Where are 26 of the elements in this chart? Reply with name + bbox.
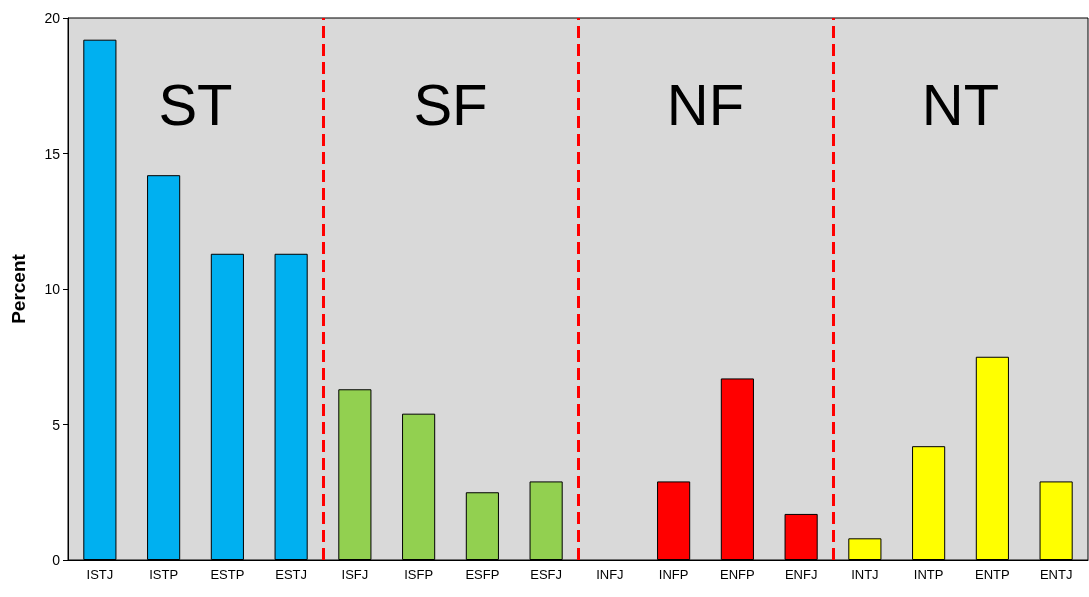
x-tick-label: ISFP — [404, 567, 434, 582]
x-tick-label: ESFP — [465, 567, 500, 582]
x-tick-label: ENTP — [975, 567, 1010, 582]
annotation: NT — [921, 71, 1000, 137]
x-tick-label: ESFJ — [530, 567, 563, 582]
x-tick-label: ESTP — [210, 567, 245, 582]
y-axis-title: Percent — [8, 253, 29, 324]
x-tick-label: INTJ — [851, 567, 879, 582]
annotation: ST — [158, 71, 233, 137]
x-tick-label: ENTJ — [1039, 567, 1073, 582]
y-tick-label: 0 — [52, 552, 61, 568]
x-tick-label: ENFJ — [784, 567, 818, 582]
x-tick-label: ENFP — [720, 567, 755, 582]
x-tick-label: ISTJ — [86, 567, 114, 582]
x-tick-label: ISTP — [149, 567, 179, 582]
x-tick-label: INFP — [658, 567, 689, 582]
annotation: SF — [413, 71, 488, 137]
x-tick-label: INTP — [913, 567, 944, 582]
y-tick-label: 5 — [52, 416, 61, 433]
x-tick-label: ESTJ — [275, 567, 308, 582]
x-tick-label: ISFJ — [341, 567, 369, 582]
y-tick-label: 10 — [44, 281, 61, 297]
x-tick-label: INFJ — [596, 567, 624, 582]
y-tick-label: 15 — [44, 145, 61, 162]
y-tick-label: 20 — [44, 10, 61, 26]
annotation: NF — [666, 71, 745, 137]
